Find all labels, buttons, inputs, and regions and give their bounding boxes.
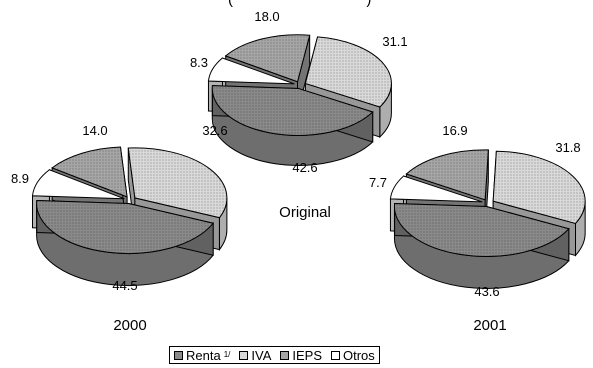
pie-slice-texture	[128, 147, 227, 218]
pie-slice-otros	[31, 169, 125, 200]
pie-name: Original	[279, 204, 331, 221]
legend-item-ieps: IEPS	[280, 348, 322, 363]
legend-swatch-renta	[174, 350, 183, 360]
pie-original: 42.6 31.1 18.0 8.3 Original	[190, 9, 408, 221]
data-label-otros: 7.7	[369, 175, 387, 190]
data-label-iva: 31.1	[382, 34, 407, 49]
pie-slice-texture	[36, 200, 214, 254]
legend-label-otros: Otros	[343, 347, 375, 363]
data-label-renta: 44.5	[112, 278, 137, 293]
legend-item-iva: IVA	[239, 348, 271, 363]
data-label-ieps: 14.0	[82, 123, 107, 138]
chart-title-fragment: ( )	[228, 0, 371, 8]
pie-slice-texture	[406, 149, 489, 200]
pie-slice-texture	[394, 203, 569, 257]
pie-slice-texture	[52, 146, 128, 197]
pie-slice-texture	[493, 151, 586, 224]
pie-slice-otros	[207, 57, 295, 85]
pie-charts: 42.6 31.1 18.0 8.3 Original 44.5 32.6 14.0 8.9 20…	[11, 9, 586, 334]
pie-slice-otros	[389, 175, 483, 203]
legend-swatch-otros	[331, 350, 340, 360]
data-label-otros: 8.9	[11, 171, 29, 186]
data-label-iva: 32.6	[202, 123, 227, 138]
pie-2000: 44.5 32.6 14.0 8.9 2000	[11, 123, 228, 334]
data-label-renta: 43.6	[474, 284, 499, 299]
pie-slice-texture	[305, 36, 392, 107]
legend-item-renta: Renta 1/	[174, 348, 230, 363]
data-label-renta: 42.6	[292, 160, 317, 175]
legend-swatch-iva	[239, 350, 249, 360]
data-label-otros: 8.3	[190, 55, 208, 70]
legend-item-otros: Otros	[331, 348, 375, 363]
pie-name: 2000	[113, 317, 146, 334]
chart-legend: Renta 1/ IVA IEPS Otros	[169, 346, 380, 364]
pie-slice-texture	[225, 34, 310, 82]
pie-slice-texture	[212, 85, 373, 136]
legend-swatch-ieps	[280, 350, 290, 360]
pie-name: 2001	[473, 317, 506, 334]
legend-label-ieps: IEPS	[292, 347, 322, 363]
legend-label-renta: Renta	[186, 347, 221, 363]
data-label-iva: 31.8	[555, 140, 580, 155]
pie-2001: 43.6 31.8 16.9 7.7 2001	[369, 123, 586, 334]
legend-label-iva: IVA	[251, 347, 272, 363]
data-label-ieps: 16.9	[442, 123, 467, 138]
data-label-ieps: 18.0	[254, 9, 279, 24]
